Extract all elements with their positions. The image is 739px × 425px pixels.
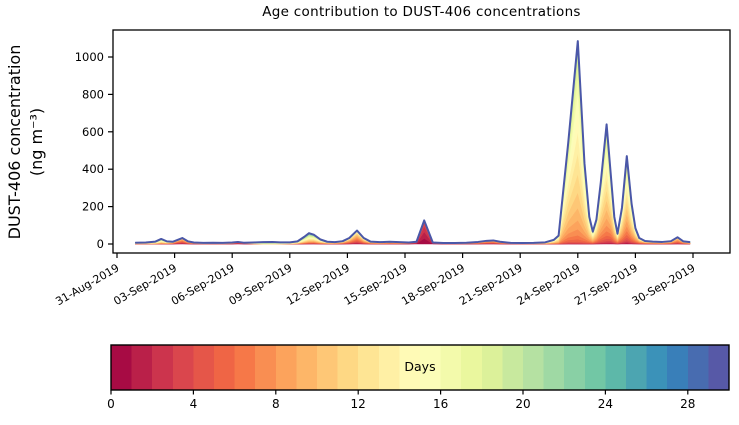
- colorbar-segment-8: [275, 345, 297, 390]
- colorbar-segment-26: [646, 345, 668, 390]
- colorbar-segment-22: [564, 345, 586, 390]
- colorbar-segment-15: [420, 345, 442, 390]
- colorbar-tick-label: 8: [272, 397, 280, 411]
- colorbar-tick-label: 4: [190, 397, 198, 411]
- chart-title: Age contribution to DUST-406 concentrati…: [262, 4, 581, 20]
- colorbar-segment-0: [111, 345, 133, 390]
- colorbar-segment-19: [502, 345, 524, 390]
- x-tick-label: 21-Sep-2019: [457, 261, 525, 308]
- colorbar-segment-2: [152, 345, 174, 390]
- colorbar-segment-6: [234, 345, 256, 390]
- x-tick-label: 12-Sep-2019: [284, 261, 352, 308]
- y-axis-label-line1: DUST-406 concentration: [5, 44, 24, 240]
- x-axis: 31-Aug-201903-Sep-201906-Sep-201909-Sep-…: [53, 253, 698, 308]
- colorbar-segment-28: [687, 345, 709, 390]
- plot-spines: [112, 29, 731, 254]
- x-tick-label: 18-Sep-2019: [399, 261, 467, 308]
- y-axis-label: DUST-406 concentration (ng m⁻³): [4, 0, 50, 287]
- colorbar-outline: [110, 344, 730, 391]
- colorbar-segment-9: [296, 345, 318, 390]
- stacked-age-layers: [134, 41, 691, 245]
- colorbar-segment-29: [708, 345, 730, 390]
- total-concentration-line: [135, 40, 691, 245]
- colorbar-segment-3: [172, 345, 194, 390]
- colorbar-segment-13: [378, 345, 400, 390]
- colorbar-segment-17: [461, 345, 483, 390]
- colorbar-segment-25: [626, 345, 648, 390]
- colorbar-segment-14: [399, 345, 421, 390]
- colorbar: 0 4 8 12 16 20 24 28: [107, 344, 730, 411]
- y-tick-label: 0: [97, 237, 104, 251]
- y-tick-label: 1000: [75, 50, 104, 64]
- y-tick-label: 600: [82, 125, 104, 139]
- colorbar-segment-23: [584, 345, 606, 390]
- colorbar-segment-20: [523, 345, 545, 390]
- x-tick-label: 03-Sep-2019: [111, 261, 179, 308]
- colorbar-segment-21: [543, 345, 565, 390]
- colorbar-segment-1: [131, 345, 153, 390]
- colorbar-label: Days: [404, 359, 436, 374]
- x-tick-label: 06-Sep-2019: [169, 261, 237, 308]
- x-tick-label: 09-Sep-2019: [227, 261, 295, 308]
- y-tick-label: 400: [82, 162, 104, 176]
- colorbar-tick-label: 28: [680, 397, 695, 411]
- colorbar-segment-16: [440, 345, 462, 390]
- colorbar-segment-5: [214, 345, 236, 390]
- x-tick-label: 31-Aug-2019: [53, 261, 121, 308]
- y-tick-label: 200: [82, 200, 104, 214]
- colorbar-segment-12: [358, 345, 380, 390]
- x-tick-label: 24-Sep-2019: [515, 261, 583, 308]
- colorbar-segment-4: [193, 345, 215, 390]
- y-tick-label: 800: [82, 87, 104, 101]
- x-tick-label: 15-Sep-2019: [342, 261, 410, 308]
- colorbar-segment-27: [667, 345, 689, 390]
- colorbar-tick-label: 16: [433, 397, 448, 411]
- y-axis-label-line2: (ng m⁻³): [27, 107, 47, 177]
- colorbar-segment-7: [255, 345, 277, 390]
- colorbar-tick-label: 20: [515, 397, 530, 411]
- colorbar-tick-label: 12: [351, 397, 366, 411]
- colorbar-segment-24: [605, 345, 627, 390]
- x-tick-label: 30-Sep-2019: [630, 261, 698, 308]
- colorbar-tick-label: 24: [598, 397, 613, 411]
- colorbar-segment-18: [481, 345, 503, 390]
- y-axis: 0 200 400 600 800 1000: [75, 50, 113, 251]
- colorbar-tick-label: 0: [107, 397, 115, 411]
- colorbar-segment-10: [317, 345, 339, 390]
- x-tick-label: 27-Sep-2019: [572, 261, 640, 308]
- colorbar-segment-11: [337, 345, 359, 390]
